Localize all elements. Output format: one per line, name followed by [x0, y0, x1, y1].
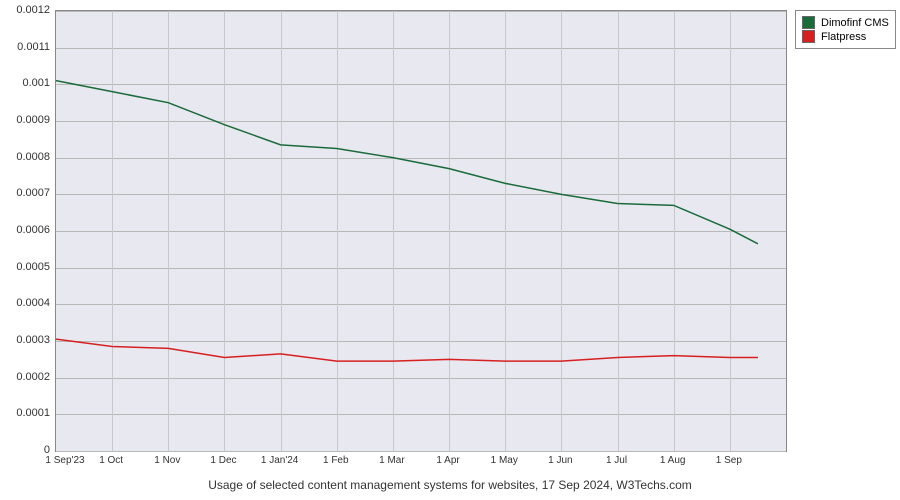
series-line [56, 339, 758, 361]
x-tick-label: 1 Apr [436, 455, 459, 466]
x-tick-label: 1 Jul [606, 455, 627, 466]
y-tick-label: 0.0003 [5, 334, 50, 346]
series-line [56, 81, 758, 244]
x-tick-label: 1 Mar [379, 455, 405, 466]
x-tick-label: 1 Nov [154, 455, 180, 466]
x-tick-label: 1 Dec [210, 455, 236, 466]
legend-swatch [802, 16, 815, 29]
y-tick-label: 0 [5, 444, 50, 456]
legend-label: Dimofinf CMS [821, 17, 889, 29]
x-tick-label: 1 Jan'24 [261, 455, 299, 466]
y-tick-label: 0.0005 [5, 261, 50, 273]
legend-item: Dimofinf CMS [802, 16, 889, 29]
legend: Dimofinf CMS Flatpress [795, 10, 896, 49]
y-tick-label: 0.0009 [5, 114, 50, 126]
y-tick-label: 0.0001 [5, 407, 50, 419]
y-tick-label: 0.0004 [5, 297, 50, 309]
y-tick-label: 0.0006 [5, 224, 50, 236]
y-tick-label: 0.0011 [5, 41, 50, 53]
x-tick-label: 1 Jun [548, 455, 572, 466]
chart-caption: Usage of selected content management sys… [0, 478, 900, 492]
plot-area [55, 10, 787, 452]
y-tick-label: 0.0002 [5, 371, 50, 383]
legend-swatch [802, 30, 815, 43]
x-tick-label: 1 Aug [660, 455, 686, 466]
chart-container: 0 0.0001 0.0002 0.0003 0.0004 0.0005 0.0006 0.0… [0, 0, 900, 500]
y-tick-label: 0.0008 [5, 151, 50, 163]
y-tick-label: 0.0012 [5, 4, 50, 16]
legend-label: Flatpress [821, 31, 866, 43]
x-tick-label: 1 Oct [99, 455, 123, 466]
x-tick-label: 1 Feb [323, 455, 349, 466]
y-tick-label: 0.001 [5, 77, 50, 89]
legend-item: Flatpress [802, 30, 889, 43]
y-tick-label: 0.0007 [5, 187, 50, 199]
x-tick-label: 1 May [491, 455, 518, 466]
x-tick-label: 1 Sep'23 [45, 455, 84, 466]
line-series-svg [56, 11, 786, 451]
x-tick-label: 1 Sep [716, 455, 742, 466]
